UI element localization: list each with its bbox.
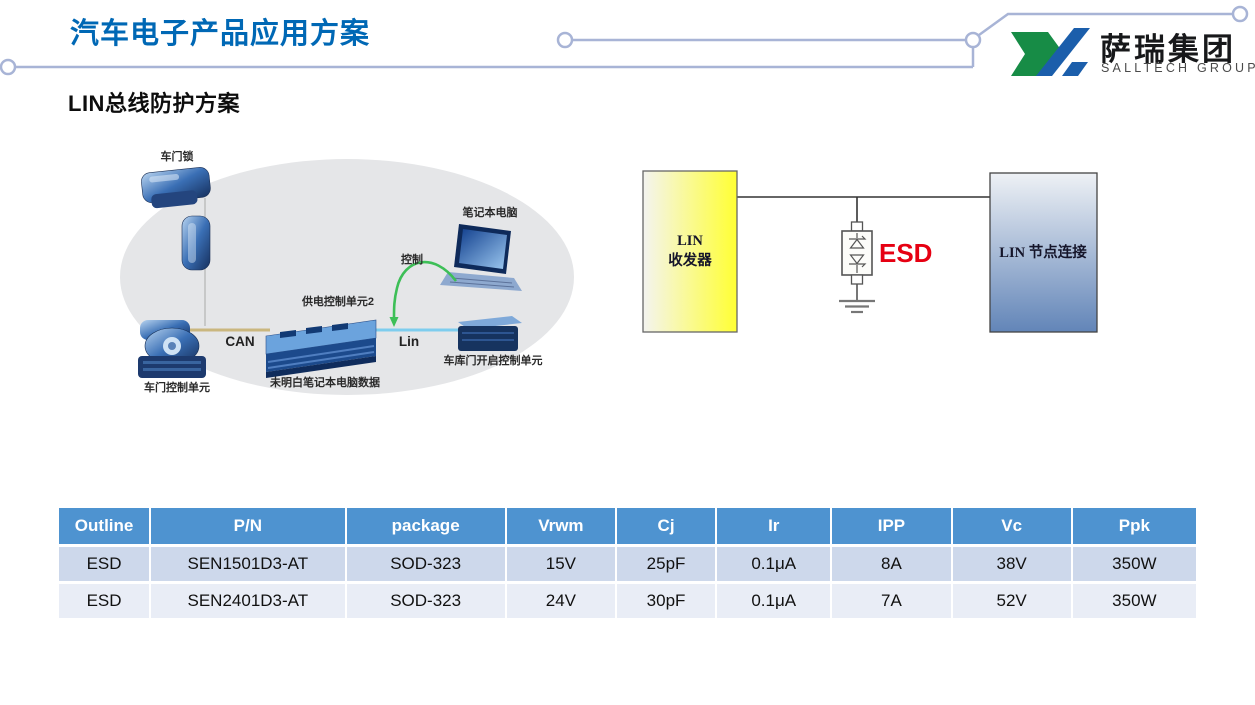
col-outline: Outline [59,508,150,544]
col-package: package [346,508,505,544]
label-control: 控制 [401,252,423,266]
label-power-unit: 供电控制单元2 [301,294,374,308]
logo-text-en: SALLTECH GROUP [1101,61,1255,75]
logo-mark-icon [1011,28,1090,76]
product-spec-table: Outline P/N package Vrwm Cj Ir IPP Vc Pp… [57,505,1198,621]
col-vrwm: Vrwm [506,508,615,544]
laptop-device [440,224,522,291]
company-logo: 萨瑞集团 SALLTECH GROUP [1008,24,1255,84]
label-laptop: 笔记本电脑 [463,205,518,219]
cell-outline: ESD [59,584,150,618]
cell-vc: 38V [952,547,1071,581]
door-lock-device [141,167,211,209]
label-door-unit: 车门控制单元 [144,380,210,394]
control-connection-line [392,260,458,319]
cell-ipp: 8A [832,547,951,581]
lin-node-box [989,172,1098,333]
cell-pn: SEN1501D3-AT [151,547,345,581]
cell-ppk: 350W [1072,547,1196,581]
esd-component [841,221,873,285]
col-ir: Ir [717,508,831,544]
ground-symbol [839,299,875,314]
control-arrowhead [389,317,399,327]
col-ipp: IPP [832,508,951,544]
cell-vrwm: 24V [506,584,615,618]
power-control-unit-device [265,319,377,378]
label-unknown-data: 未明白笔记本电脑数据 [269,375,380,389]
cell-pn: SEN2401D3-AT [151,584,345,618]
lock-actuator-device [181,215,211,271]
network-diagram: 车门锁 笔记本电脑 控制 供电控制单元2 CAN Lin 车库门开启控制单元 未… [120,149,574,395]
table-row: ESD SEN2401D3-AT SOD-323 24V 30pF 0.1μA … [59,584,1196,618]
label-lin-node: LIN 节点连接 [999,243,1087,261]
label-esd: ESD [879,238,932,268]
logo-text-cn: 萨瑞集团 [1100,32,1236,67]
cell-vrwm: 15V [506,547,615,581]
col-vc: Vc [952,508,1071,544]
label-can: CAN [225,334,254,349]
cell-cj: 25pF [616,547,716,581]
header-decoration [0,5,1249,76]
cell-ir: 0.1μA [717,547,831,581]
page-title: 汽车电子产品应用方案 [70,18,371,50]
cell-outline: ESD [59,547,150,581]
table-header-row: Outline P/N package Vrwm Cj Ir IPP Vc Pp… [59,508,1196,544]
cell-ppk: 350W [1072,584,1196,618]
cell-package: SOD-323 [346,584,505,618]
cell-vc: 52V [952,584,1071,618]
esd-circuit-diagram: LIN 收发器 LIN 节点连接 ESD [642,170,1098,333]
col-cj: Cj [616,508,716,544]
cell-ir: 0.1μA [717,584,831,618]
label-garage-unit: 车库门开启控制单元 [444,353,543,367]
label-transceiver-line1: LIN [677,233,703,249]
label-lin: Lin [399,334,419,349]
garage-unit-device [458,316,522,351]
label-door-lock: 车门锁 [161,149,194,163]
door-control-unit-device [138,320,206,378]
col-ppk: Ppk [1072,508,1196,544]
section-subtitle: LIN总线防护方案 [68,91,240,116]
cell-cj: 30pF [616,584,716,618]
cell-ipp: 7A [832,584,951,618]
table-row: ESD SEN1501D3-AT SOD-323 15V 25pF 0.1μA … [59,547,1196,581]
label-transceiver-line2: 收发器 [668,251,712,269]
col-pn: P/N [151,508,345,544]
lin-transceiver-box [642,170,738,333]
cell-package: SOD-323 [346,547,505,581]
